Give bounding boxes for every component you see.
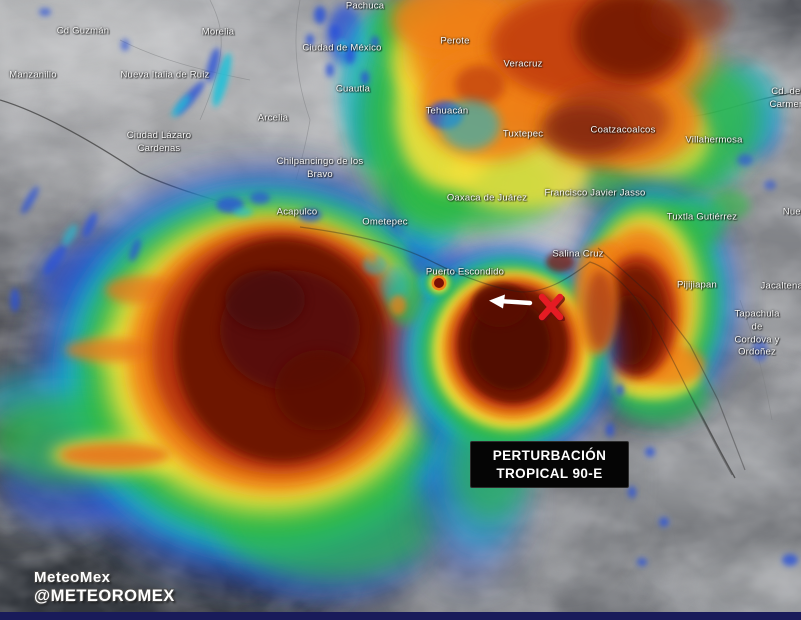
annotation-line1: PERTURBACIÓN	[492, 447, 607, 463]
annotation-box: PERTURBACIÓN TROPICAL 90-E	[470, 441, 629, 488]
storm-top-right	[327, 0, 780, 275]
watermark-brand: MeteoMex	[34, 569, 111, 586]
border-overlay	[299, 226, 746, 476]
watermark: MeteoMex @METEOROMEX	[34, 569, 175, 606]
watermark-handle: @METEOROMEX	[34, 587, 175, 605]
small-convection	[10, 6, 798, 566]
bottom-bar	[0, 612, 801, 620]
red-x-icon	[536, 293, 566, 323]
annotation-line2: TROPICAL 90-E	[496, 465, 603, 481]
white-left-arrow-icon	[486, 292, 538, 312]
